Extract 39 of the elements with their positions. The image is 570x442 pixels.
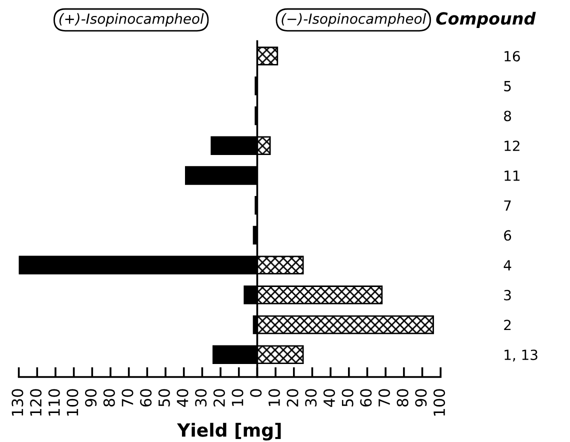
x-tick-label: 60	[140, 389, 152, 407]
y-tick-label: 7	[504, 200, 511, 211]
series-label: (−)-Isopinocampheol	[282, 13, 426, 27]
y-tick-label: 5	[504, 81, 511, 92]
x-tick-label: 20	[213, 389, 225, 406]
x-tick-label: 100	[66, 389, 78, 416]
x-tick-label: 10	[232, 389, 244, 406]
x-tick-label: 80	[396, 389, 408, 407]
x-tick-label: 90	[415, 389, 427, 407]
x-tick-label: 120	[30, 389, 42, 416]
x-tick-label: 20	[286, 389, 298, 406]
x-tick-label: 90	[85, 389, 97, 407]
x-tick-label: 30	[195, 389, 207, 406]
x-tick-label: 10	[268, 389, 280, 406]
x-tick-label: 100	[433, 389, 446, 416]
y-tick-label: 3	[504, 290, 511, 300]
x-tick-label: 50	[158, 389, 170, 406]
x-tick-label: 50	[342, 389, 354, 406]
y-tick-label: 11	[504, 170, 520, 181]
y-tick-label: 1, 13	[504, 350, 538, 362]
x-tick-label: 110	[48, 389, 60, 416]
x-tick-label: 70	[378, 389, 390, 406]
y-tick-label: 12	[504, 140, 520, 151]
x-tick-label: 130	[12, 389, 24, 416]
x-tick-label: 70	[122, 389, 134, 406]
y-axis-title: Compound	[436, 12, 536, 28]
y-tick-label: 16	[504, 51, 520, 62]
y-tick-label: 6	[504, 230, 512, 241]
text: (+)-Isopinocampheol	[59, 13, 204, 27]
x-tick-label: 40	[323, 389, 336, 407]
x-tick-label: 30	[305, 389, 317, 406]
x-tick-label: 60	[360, 389, 372, 407]
x-tick-label: 40	[176, 389, 188, 407]
y-tick-label: 8	[504, 110, 511, 122]
x-tick-label: 80	[103, 389, 115, 407]
x-axis-title: Yield [mg]	[176, 422, 281, 440]
x-tick-label: 0	[250, 389, 262, 397]
y-tick-label: 2	[504, 320, 511, 330]
y-tick-label: 4	[504, 260, 512, 270]
